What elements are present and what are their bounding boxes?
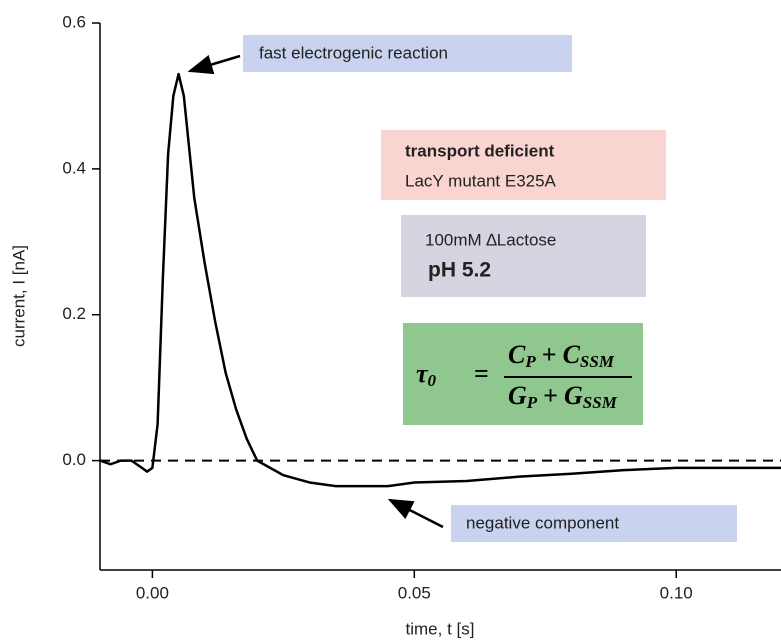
x-tick-label: 0.05 [398, 583, 431, 602]
eq-part: 0 [428, 371, 437, 390]
eq-part: C [563, 340, 581, 369]
annotation: pH 5.2 [428, 259, 491, 282]
y-tick-label: 0.2 [62, 304, 86, 323]
eq-part: SSM [580, 352, 615, 371]
arrow [387, 498, 444, 529]
plot-area [99, 72, 781, 488]
x-axis-label: time, t [s] [406, 619, 475, 638]
annotation: LacY mutant E325A [405, 171, 557, 190]
eq-part: P [524, 352, 536, 371]
x-tick-label: 0.10 [660, 583, 693, 602]
annotation-box [381, 130, 666, 200]
eq-part: SSM [583, 393, 618, 412]
eq-part: τ [416, 359, 429, 388]
eq-part: G [508, 381, 527, 410]
svg-text:CP+CSSM: CP + CSSM [508, 340, 615, 371]
equation-box [403, 323, 643, 425]
eq-part: G [564, 381, 583, 410]
y-tick-label: 0.0 [62, 450, 86, 469]
x-tick-label: 0.00 [136, 583, 169, 602]
arrow [187, 54, 241, 75]
annotation-box [243, 35, 572, 72]
annotation-box [451, 505, 737, 542]
annotation: negative component [466, 513, 619, 532]
data-line [99, 72, 781, 488]
eq-part: + [542, 340, 557, 369]
annotation: transport deficient [405, 141, 555, 160]
eq-part: P [526, 393, 538, 412]
svg-text:GP+GSSM: GP + GSSM [508, 381, 618, 412]
y-tick-label: 0.4 [62, 158, 86, 177]
svg-text:τ0: τ0 [416, 359, 437, 390]
y-axis-label: current, I [nA] [9, 245, 28, 347]
eq-part: + [543, 381, 558, 410]
eq-part: = [474, 359, 489, 388]
annotation: fast electrogenic reaction [259, 43, 448, 62]
annotation: 100mM ∆Lactose [425, 230, 556, 249]
eq-part: C [508, 340, 526, 369]
annotation-box [401, 215, 646, 297]
equation: τ0 = CP + CSSM GP + GSSM [416, 340, 632, 412]
y-tick-label: 0.6 [62, 12, 86, 31]
